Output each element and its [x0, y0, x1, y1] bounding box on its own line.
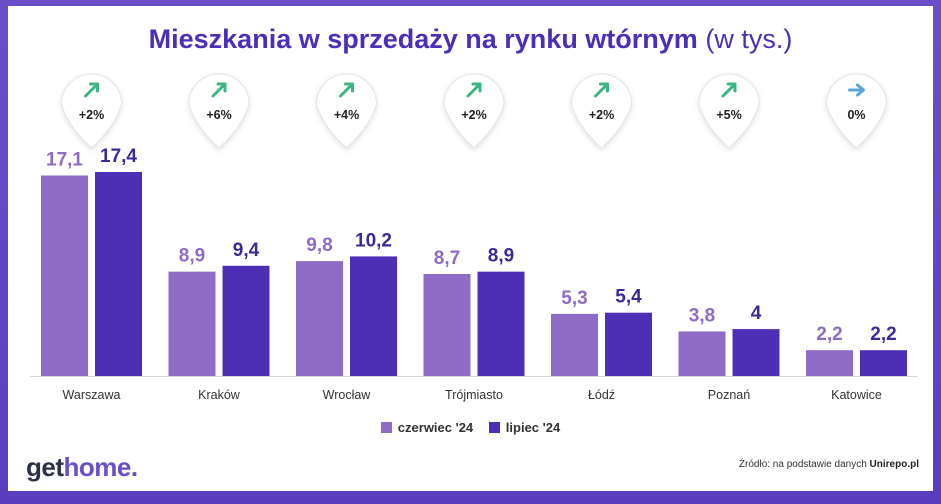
legend-item-june: czerwiec '24: [380, 420, 474, 435]
arrow-right-icon: [848, 83, 865, 97]
change-label: 0%: [847, 108, 865, 122]
bar-june: [806, 350, 853, 376]
data-label-june: 8,7: [434, 248, 460, 269]
data-label-july: 2,2: [870, 324, 896, 345]
bar-july: [95, 172, 142, 376]
arrow-up-right-icon: [594, 82, 609, 98]
change-label: +6%: [206, 108, 231, 122]
data-label-june: 5,3: [561, 288, 587, 309]
arrow-up-right-icon: [84, 82, 99, 98]
change-badge: [825, 73, 888, 149]
data-label-july: 4: [751, 303, 762, 324]
logo-get: get: [26, 452, 64, 482]
legend-swatch-july: [488, 422, 500, 433]
change-label: +2%: [589, 108, 614, 122]
change-label: +4%: [334, 108, 359, 122]
tick-label: Warszawa: [63, 388, 121, 402]
data-label-june: 9,8: [306, 235, 332, 256]
legend-label-june: czerwiec '24: [397, 420, 474, 435]
data-label-july: 10,2: [355, 230, 392, 251]
tick-label: Trójmiasto: [445, 388, 503, 402]
gethome-logo: gethome.: [26, 452, 138, 483]
tick-label: Łódź: [588, 388, 615, 402]
bar-july: [350, 256, 397, 376]
arrow-up-right-icon: [339, 82, 354, 98]
tick-label: Poznań: [708, 388, 750, 402]
data-label-july: 8,9: [488, 246, 514, 267]
tick-label: Wrocław: [323, 388, 372, 402]
data-label-july: 9,4: [233, 240, 260, 261]
bar-july: [605, 312, 652, 376]
change-badge: [315, 73, 378, 149]
data-label-july: 17,4: [100, 146, 137, 167]
bar-july: [860, 350, 907, 376]
legend-item-july: lipiec '24: [488, 420, 561, 435]
change-badge: [60, 73, 123, 149]
change-label: +2%: [79, 108, 104, 122]
bar-july: [732, 329, 780, 376]
logo-home: home.: [63, 452, 139, 482]
arrow-up-right-icon: [466, 82, 482, 98]
data-label-july: 5,4: [615, 287, 642, 308]
source-prefix: Źródło: na podstawie danych: [738, 459, 870, 470]
chart-title: Mieszkania w sprzedaży na rynku wtórnym …: [0, 24, 941, 55]
legend-swatch-june: [380, 422, 392, 433]
bar-june: [551, 313, 598, 376]
source-note: Źródło: na podstawie danych Unirepo.pl: [739, 459, 919, 470]
bar-june: [296, 261, 343, 376]
bar-july: [222, 265, 270, 376]
data-label-june: 8,9: [179, 246, 205, 267]
data-label-june: 3,8: [689, 305, 715, 326]
bar-june: [678, 331, 726, 376]
legend: czerwiec '24 lipiec '24: [0, 420, 941, 436]
chart-title-main: Mieszkania w sprzedaży na rynku wtórnym: [148, 24, 698, 54]
bar-june: [168, 271, 216, 376]
data-label-june: 17,1: [46, 150, 83, 171]
tick-label: Katowice: [831, 388, 882, 402]
change-badge: [570, 73, 633, 149]
bar-june: [41, 175, 88, 376]
change-badge: [188, 73, 250, 149]
bar-june: [423, 274, 471, 376]
arrow-up-right-icon: [211, 82, 227, 98]
chart-title-unit: (w tys.): [705, 24, 793, 54]
bar-july: [477, 271, 525, 376]
change-badge: [698, 73, 760, 149]
source-name: Unirepo.pl: [869, 459, 919, 470]
arrow-up-right-icon: [721, 82, 737, 98]
change-label: +2%: [461, 108, 486, 122]
data-label-june: 2,2: [816, 324, 842, 345]
tick-label: Kraków: [198, 388, 241, 402]
change-label: +5%: [716, 108, 741, 122]
change-badge: [443, 73, 505, 149]
legend-label-july: lipiec '24: [505, 420, 561, 435]
